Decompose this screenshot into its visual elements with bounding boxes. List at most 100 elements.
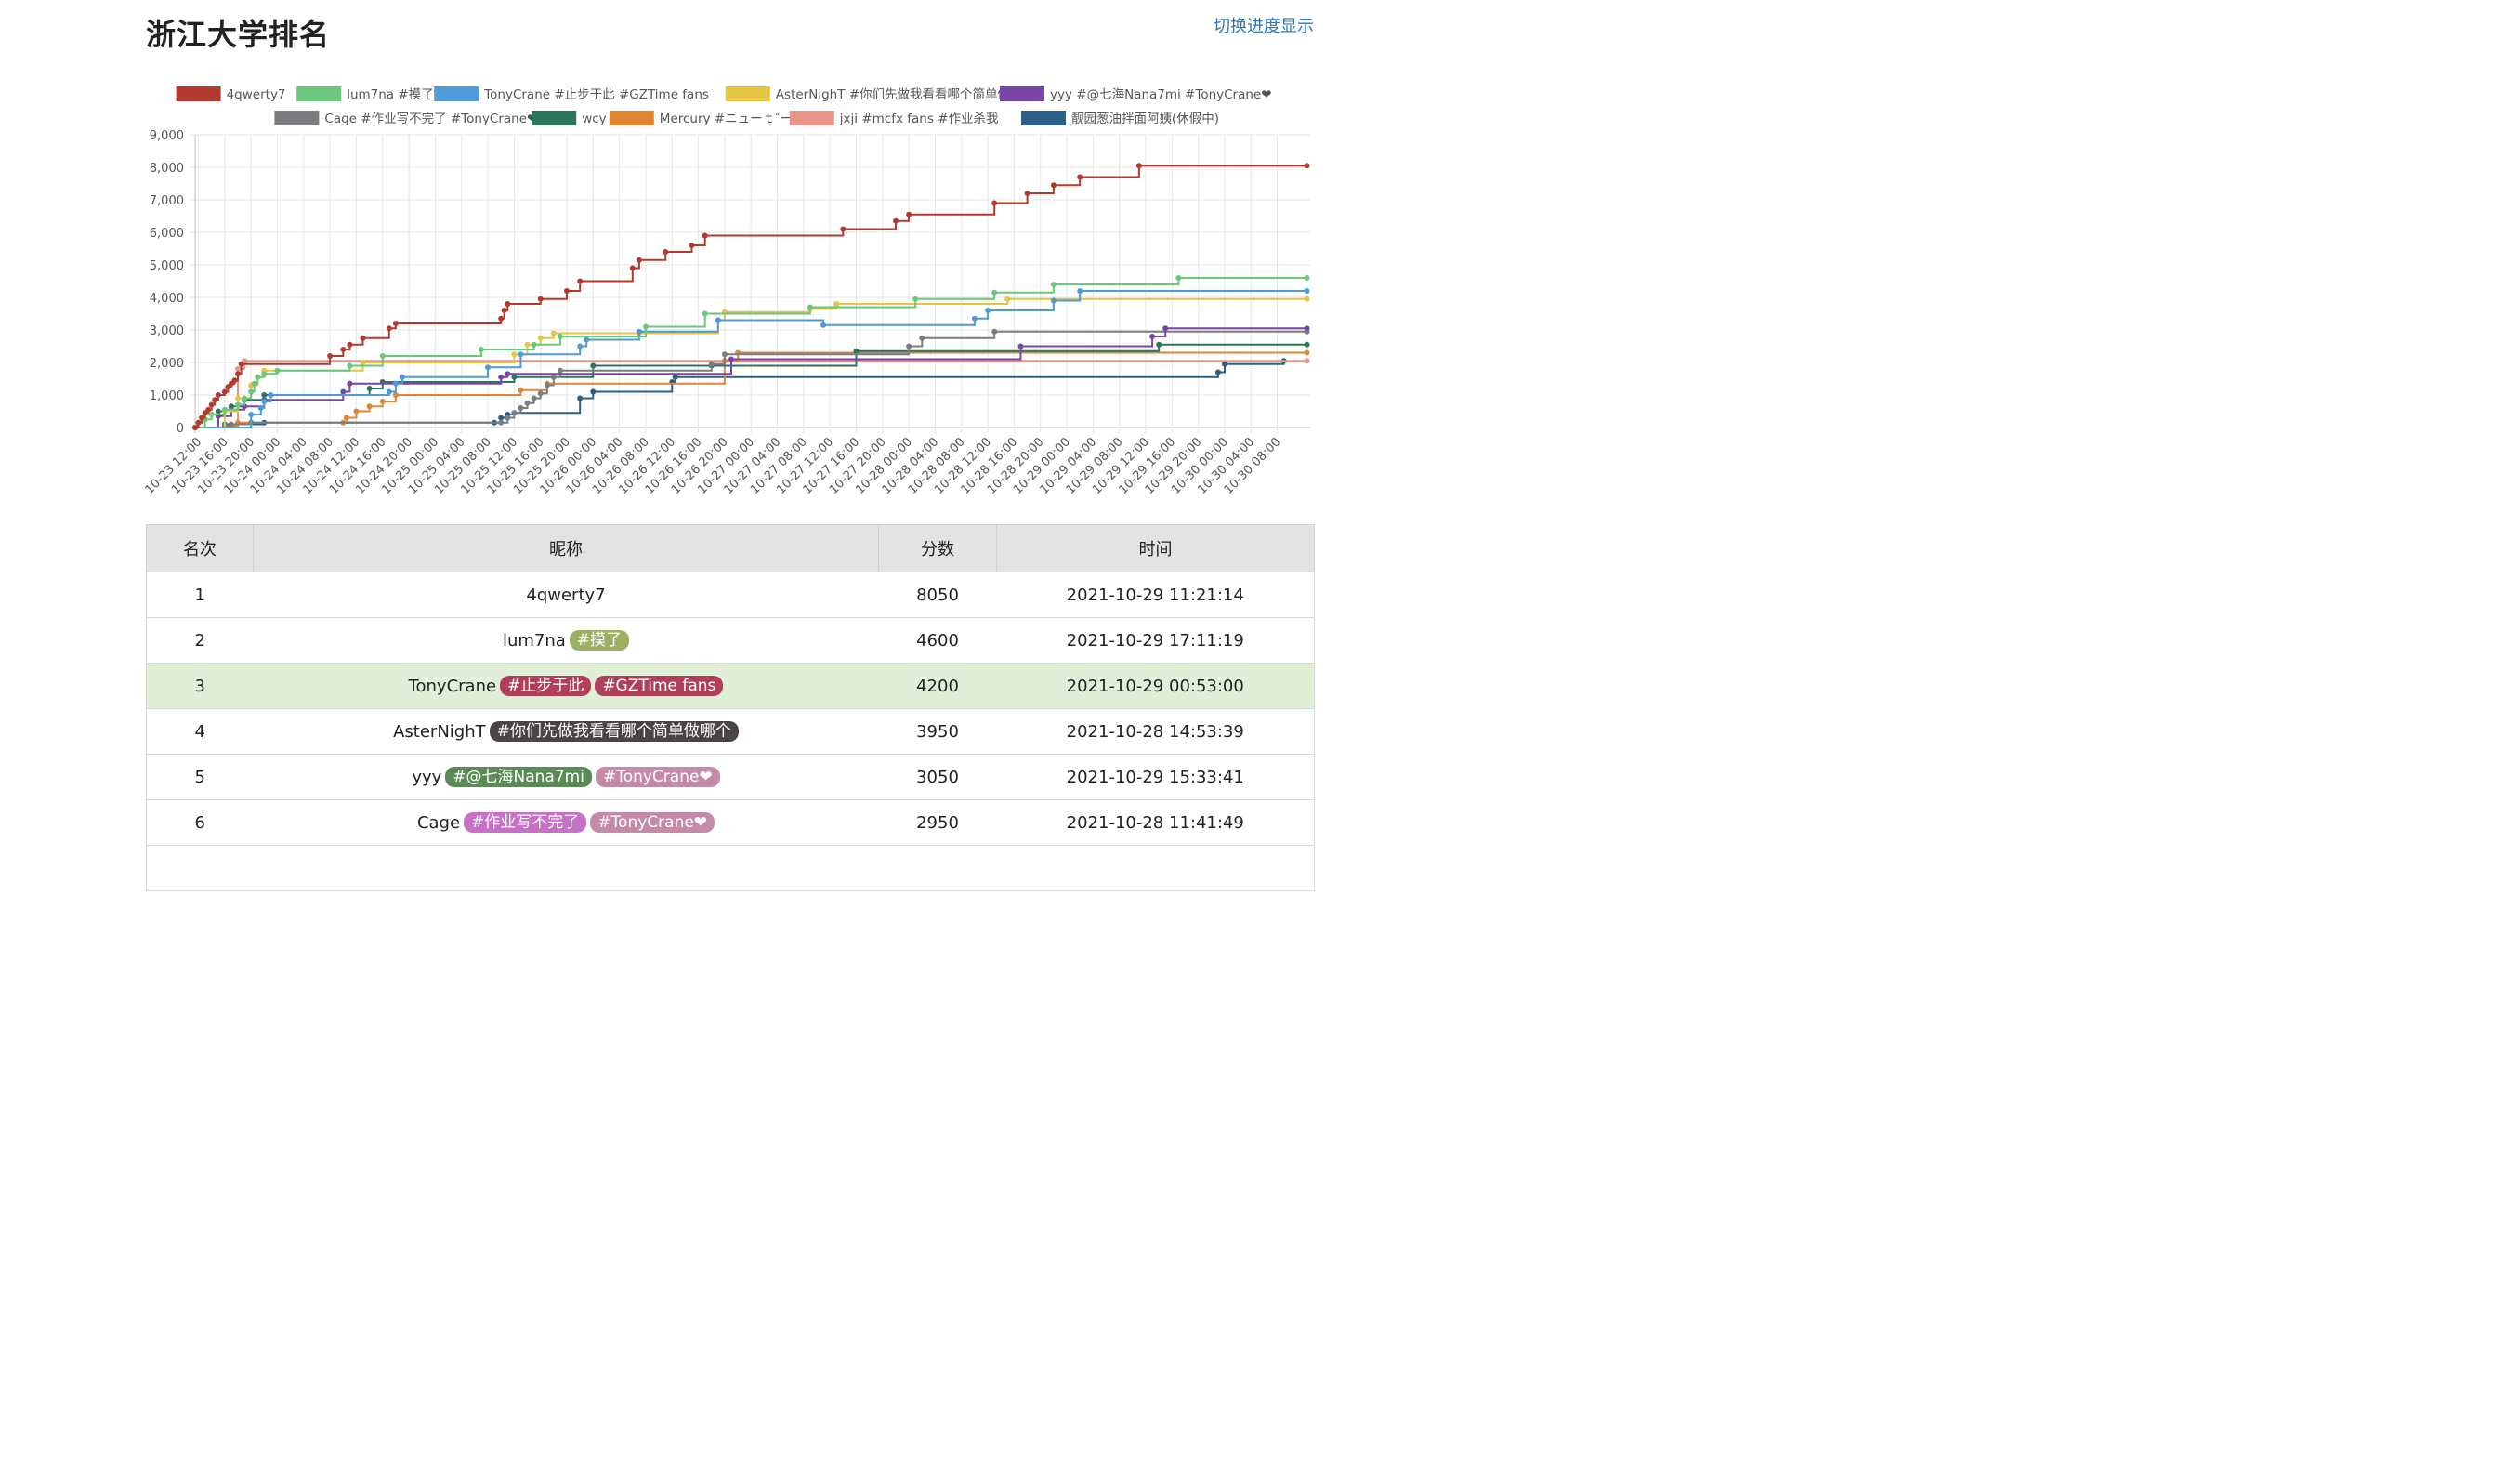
data-point xyxy=(228,421,234,428)
nickname: lum7na xyxy=(502,631,566,651)
data-point xyxy=(702,310,708,317)
data-point xyxy=(498,415,505,421)
legend-swatch xyxy=(725,86,770,101)
table-row: 4 AsterNighT #你们先做我看看哪个简单做哪个 3950 2021-10-28… xyxy=(146,708,1315,755)
time-cell: 2021-10-28 14:53:39 xyxy=(996,708,1315,755)
legend-swatch xyxy=(532,111,577,125)
data-point xyxy=(833,301,840,307)
data-point xyxy=(1304,358,1310,364)
data-point xyxy=(347,362,353,369)
data-point xyxy=(1077,174,1083,180)
data-point xyxy=(636,328,642,335)
data-point xyxy=(485,364,491,371)
data-point xyxy=(1050,182,1057,189)
data-point xyxy=(379,353,386,359)
data-point xyxy=(379,399,386,404)
header-score: 分数 xyxy=(878,524,997,572)
data-point xyxy=(498,374,505,380)
data-point xyxy=(564,288,570,294)
y-tick-label: 0 xyxy=(177,422,184,436)
data-point xyxy=(1149,334,1156,339)
data-point xyxy=(518,405,524,411)
rank-cell: 6 xyxy=(146,799,254,846)
table-row xyxy=(146,845,1315,891)
data-point xyxy=(919,335,925,341)
data-point xyxy=(255,374,261,380)
legend-label: 4qwerty7 xyxy=(227,87,286,102)
data-point xyxy=(340,347,347,352)
legend-swatch xyxy=(274,111,320,125)
rank-cell: 1 xyxy=(146,572,254,618)
data-point xyxy=(1304,275,1310,281)
data-point xyxy=(1304,288,1310,294)
data-point xyxy=(1304,163,1310,169)
table-row: 6 Cage #作业写不完了 #TonyCrane❤ 2950 2021-10-28 11… xyxy=(146,799,1315,846)
chart-grid xyxy=(190,134,1310,433)
data-point xyxy=(550,374,557,380)
data-point xyxy=(577,395,584,401)
data-point xyxy=(1304,341,1310,348)
table-row: 1 4qwerty7 8050 2021-10-29 11:21:14 xyxy=(146,572,1315,618)
data-point xyxy=(261,371,268,377)
data-point xyxy=(505,415,511,421)
data-point xyxy=(991,289,998,296)
legend-label: yyy #@七海Nana7mi #TonyCrane❤ xyxy=(1050,87,1272,102)
legend-label: Cage #作业写不完了 #TonyCrane❤ xyxy=(324,112,537,126)
data-point xyxy=(537,296,544,302)
data-point xyxy=(689,243,695,248)
legend-label: Mercury #ニューｔ″ー xyxy=(660,112,793,126)
score-chart: 4qwerty7 lum7na #摸了 TonyCrane #止步于此 #GZTim… xyxy=(143,86,1310,497)
data-point xyxy=(392,380,399,387)
data-point xyxy=(360,360,366,365)
data-point xyxy=(479,347,484,352)
tag-badge: #TonyCrane❤ xyxy=(595,767,720,787)
data-point xyxy=(1156,341,1162,348)
data-point xyxy=(208,401,215,408)
data-point xyxy=(274,367,281,374)
ranking-table-body: 1 4qwerty7 8050 2021-10-29 11:21:14 2 lum7na #… xyxy=(146,572,1315,891)
data-point xyxy=(531,341,537,348)
data-point xyxy=(212,397,218,403)
score-cell: 4200 xyxy=(878,663,997,709)
toggle-progress-link[interactable]: 切换进度显示 xyxy=(1214,17,1314,36)
score-cell: 3050 xyxy=(878,754,997,800)
tag-badge: #@七海Nana7mi xyxy=(445,767,592,787)
data-point xyxy=(248,388,255,395)
data-point xyxy=(643,323,649,330)
data-point xyxy=(557,367,563,374)
y-tick-label: 6,000 xyxy=(150,227,184,241)
data-point xyxy=(985,308,991,313)
data-point xyxy=(343,415,349,421)
data-point xyxy=(501,308,507,313)
rank-cell xyxy=(146,845,254,891)
data-point xyxy=(577,278,584,284)
tag-badge: #你们先做我看看哪个简单做哪个 xyxy=(489,721,739,742)
data-point xyxy=(906,211,912,217)
legend-swatch xyxy=(1021,111,1066,125)
tag-badge: #TonyCrane❤ xyxy=(590,812,715,833)
time-cell xyxy=(996,845,1315,891)
data-point xyxy=(511,374,518,380)
legend-label: TonyCrane #止步于此 #GZTime fans xyxy=(483,87,709,102)
name-cell: 4qwerty7 xyxy=(253,572,879,618)
data-point xyxy=(192,425,198,430)
score-cell xyxy=(878,845,997,891)
data-point xyxy=(524,341,531,348)
legend-label: AsterNighT #你们先做我看看哪个简单做哪个 xyxy=(776,86,1036,102)
name-cell: Cage #作业写不完了 #TonyCrane❤ xyxy=(253,799,879,846)
data-point xyxy=(1077,288,1083,294)
data-point xyxy=(1050,282,1057,287)
name-cell: AsterNighT #你们先做我看看哪个简单做哪个 xyxy=(253,708,879,755)
data-point xyxy=(257,405,264,411)
tag-badge: #作业写不完了 xyxy=(464,812,587,833)
data-point xyxy=(715,317,721,323)
legend-label: jxji #mcfx fans #作业杀我 xyxy=(839,112,999,126)
data-point xyxy=(728,356,734,362)
data-point xyxy=(238,361,244,367)
data-point xyxy=(235,366,241,372)
nickname: Cage xyxy=(416,813,461,833)
data-point xyxy=(498,419,505,426)
y-tick-label: 9,000 xyxy=(150,129,184,143)
data-point xyxy=(1304,325,1310,332)
